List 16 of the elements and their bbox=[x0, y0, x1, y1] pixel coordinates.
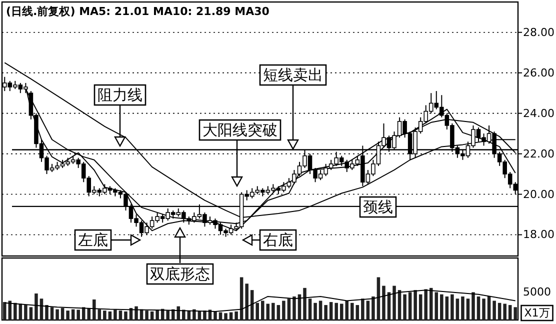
annotation: 双底形态 bbox=[150, 265, 210, 283]
annotation: 颈线 bbox=[363, 198, 393, 216]
y-tick-label: 24.00 bbox=[523, 106, 554, 120]
y-tick-label: 18.00 bbox=[523, 228, 554, 242]
annotation: 大阳线突破 bbox=[202, 121, 278, 139]
annotation: 短线卖出 bbox=[263, 66, 323, 84]
y-tick-label: 22.00 bbox=[523, 147, 554, 160]
y-tick-label: 26.00 bbox=[523, 66, 554, 80]
text: X1万 bbox=[524, 306, 550, 320]
text: 5000 bbox=[523, 286, 551, 298]
annotation: 阻力线 bbox=[98, 86, 142, 104]
annotation: 右底 bbox=[263, 231, 293, 249]
chart-title: (日线.前复权) MA5: 21.01 MA10: 21.89 MA30 bbox=[6, 5, 270, 18]
y-tick-label: 20.00 bbox=[523, 188, 554, 201]
annotation: 左底 bbox=[78, 231, 108, 249]
y-tick-label: 28.00 bbox=[523, 26, 554, 39]
